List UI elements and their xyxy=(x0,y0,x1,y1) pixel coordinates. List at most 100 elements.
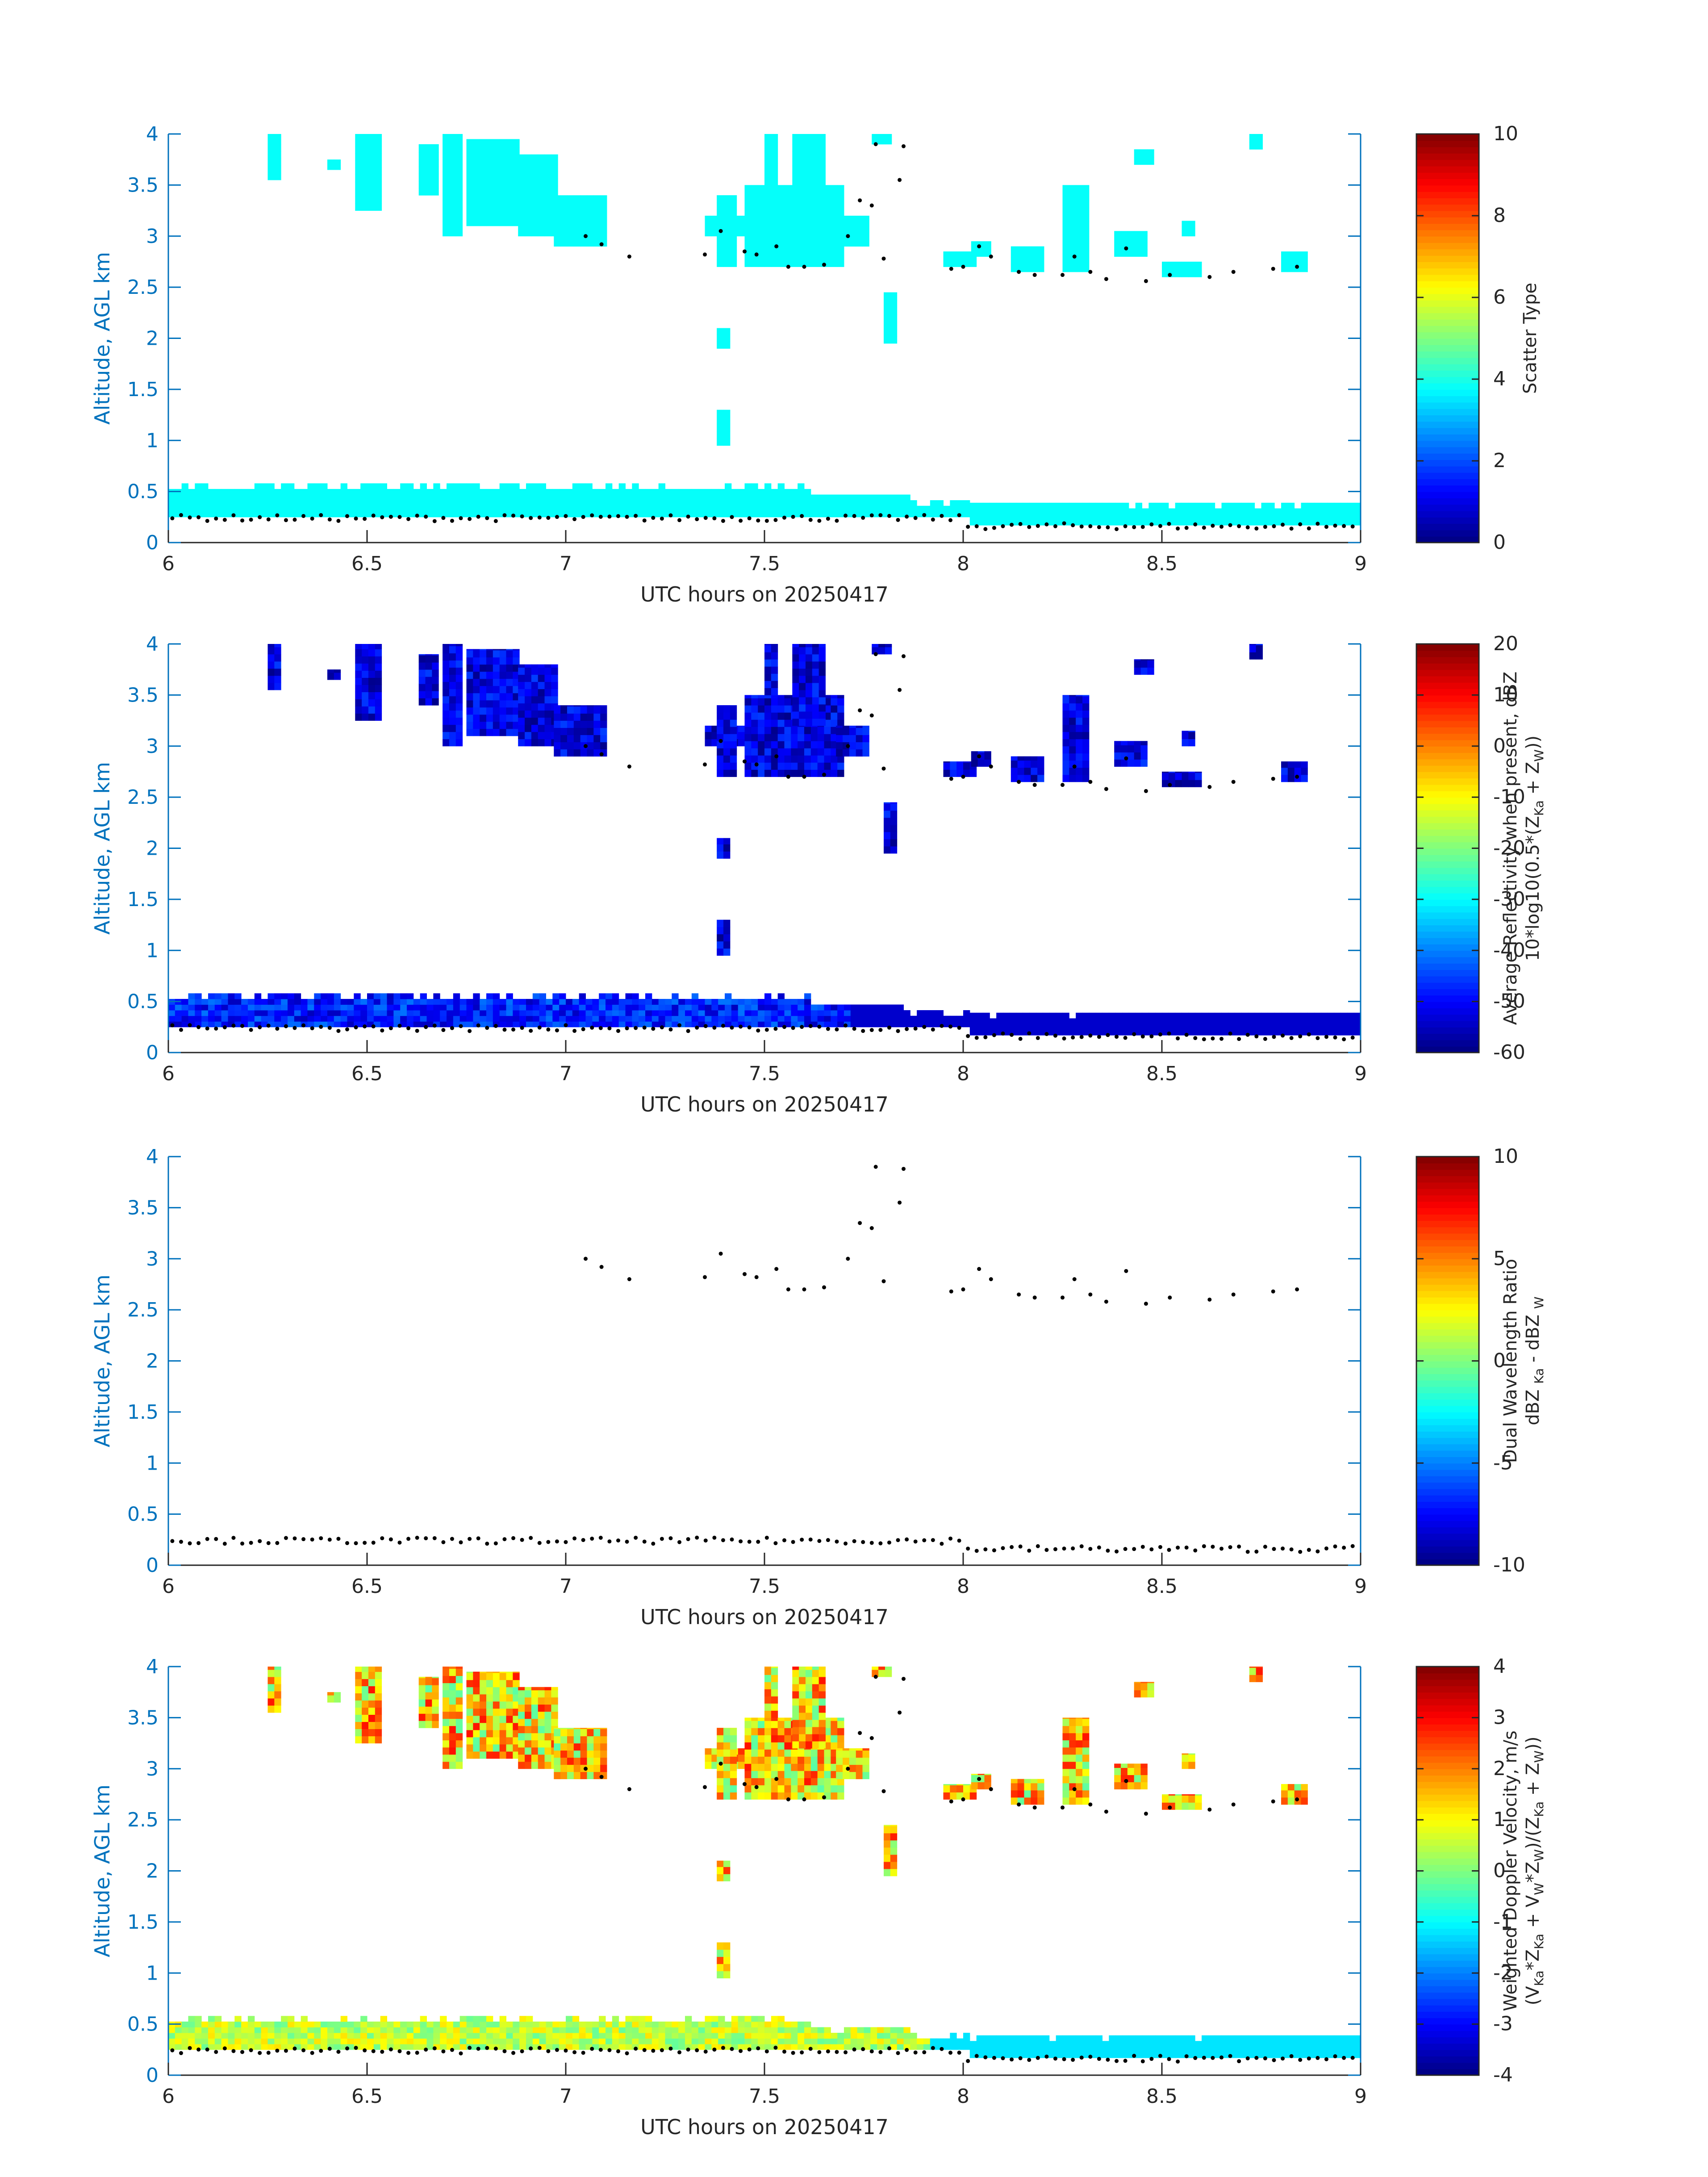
data-cell xyxy=(355,692,362,700)
colorbar-segment xyxy=(1416,1354,1479,1362)
data-cell xyxy=(791,259,798,267)
boundary-marker xyxy=(310,1537,314,1542)
data-cell xyxy=(1287,1024,1295,1030)
data-cell xyxy=(632,1010,639,1016)
boundary-marker xyxy=(424,514,428,519)
data-cell xyxy=(539,489,546,495)
data-cell xyxy=(433,494,440,501)
data-cell xyxy=(1188,1018,1195,1024)
data-cell xyxy=(1135,519,1142,526)
data-cell xyxy=(812,682,819,690)
y-tick-label: 3.5 xyxy=(127,684,159,706)
data-cell xyxy=(449,186,456,194)
data-cell xyxy=(1076,767,1083,775)
data-cell xyxy=(580,705,587,707)
data-cell xyxy=(455,667,463,675)
data-cell xyxy=(486,218,493,226)
data-cell xyxy=(599,2016,606,2022)
data-cell xyxy=(340,489,347,495)
data-cell xyxy=(717,719,724,727)
data-cell xyxy=(1009,1024,1017,1030)
data-cell xyxy=(587,705,594,707)
data-cell xyxy=(473,693,480,701)
data-cell xyxy=(1162,270,1169,277)
data-cell xyxy=(362,139,369,146)
data-cell xyxy=(836,726,843,728)
data-cell xyxy=(751,494,758,501)
data-cell xyxy=(566,1015,573,1022)
boundary-marker xyxy=(1132,1547,1136,1551)
data-cell xyxy=(950,251,957,253)
data-cell xyxy=(764,769,772,777)
data-cell xyxy=(1321,502,1328,509)
data-cell xyxy=(267,506,275,512)
data-cell xyxy=(587,720,594,728)
data-cell xyxy=(261,2021,268,2027)
data-cell xyxy=(711,229,718,237)
data-cell xyxy=(744,188,752,196)
data-cell xyxy=(771,171,778,178)
colorbar-segment xyxy=(1416,364,1479,371)
data-cell xyxy=(546,2038,553,2044)
data-cell xyxy=(645,1004,652,1011)
data-cell xyxy=(1114,741,1121,745)
data-cell xyxy=(334,2038,341,2044)
data-cell xyxy=(175,500,182,506)
data-cell xyxy=(288,489,295,495)
data-cell xyxy=(1287,767,1295,775)
data-cell xyxy=(466,190,473,198)
data-cell xyxy=(884,1015,891,1022)
data-cell xyxy=(943,506,950,512)
data-cell xyxy=(856,232,863,240)
colorbar-segment xyxy=(1416,1297,1479,1304)
data-cell xyxy=(725,489,732,495)
data-cell xyxy=(764,2033,772,2039)
data-cell xyxy=(1069,200,1076,208)
boundary-marker xyxy=(441,516,446,520)
data-cell xyxy=(1268,1029,1275,1036)
cloud-base-marker xyxy=(1061,273,1065,277)
data-cell xyxy=(658,1004,665,1011)
data-cell xyxy=(1062,229,1069,237)
data-cell xyxy=(440,1021,447,1028)
boundary-marker xyxy=(1079,524,1084,529)
data-cell xyxy=(466,147,473,155)
data-cell xyxy=(600,232,607,240)
data-cell xyxy=(632,500,639,506)
data-cell xyxy=(248,506,255,512)
data-cell xyxy=(518,200,525,208)
data-cell xyxy=(393,494,401,501)
data-cell xyxy=(267,494,275,501)
data-cell xyxy=(831,195,838,203)
data-cell xyxy=(360,1015,367,1022)
cloud-base-marker xyxy=(1207,275,1212,279)
data-cell xyxy=(544,229,551,237)
boundary-marker xyxy=(1123,524,1128,528)
data-cell xyxy=(1115,1018,1123,1024)
data-cell xyxy=(1321,1018,1328,1024)
boundary-marker xyxy=(205,1537,209,1541)
data-cell xyxy=(884,329,891,337)
data-cell xyxy=(566,999,573,1005)
data-cell xyxy=(334,500,341,506)
data-cell xyxy=(466,500,473,506)
data-cell xyxy=(1287,774,1295,782)
data-cell xyxy=(810,506,818,512)
data-cell xyxy=(744,259,752,267)
data-cell xyxy=(567,735,574,743)
data-cell xyxy=(480,211,487,219)
data-cell xyxy=(407,2044,414,2050)
data-cell xyxy=(267,1015,275,1022)
data-cell xyxy=(585,489,593,495)
data-cell xyxy=(1354,502,1361,509)
data-cell xyxy=(798,1010,805,1016)
data-cell xyxy=(923,1015,931,1022)
boundary-marker xyxy=(537,1025,542,1030)
data-cell xyxy=(301,2033,308,2039)
data-cell xyxy=(857,500,864,506)
data-cell xyxy=(849,726,856,728)
data-cell xyxy=(525,164,532,172)
data-cell xyxy=(480,678,487,686)
boundary-marker xyxy=(826,517,830,521)
data-cell xyxy=(831,695,838,698)
